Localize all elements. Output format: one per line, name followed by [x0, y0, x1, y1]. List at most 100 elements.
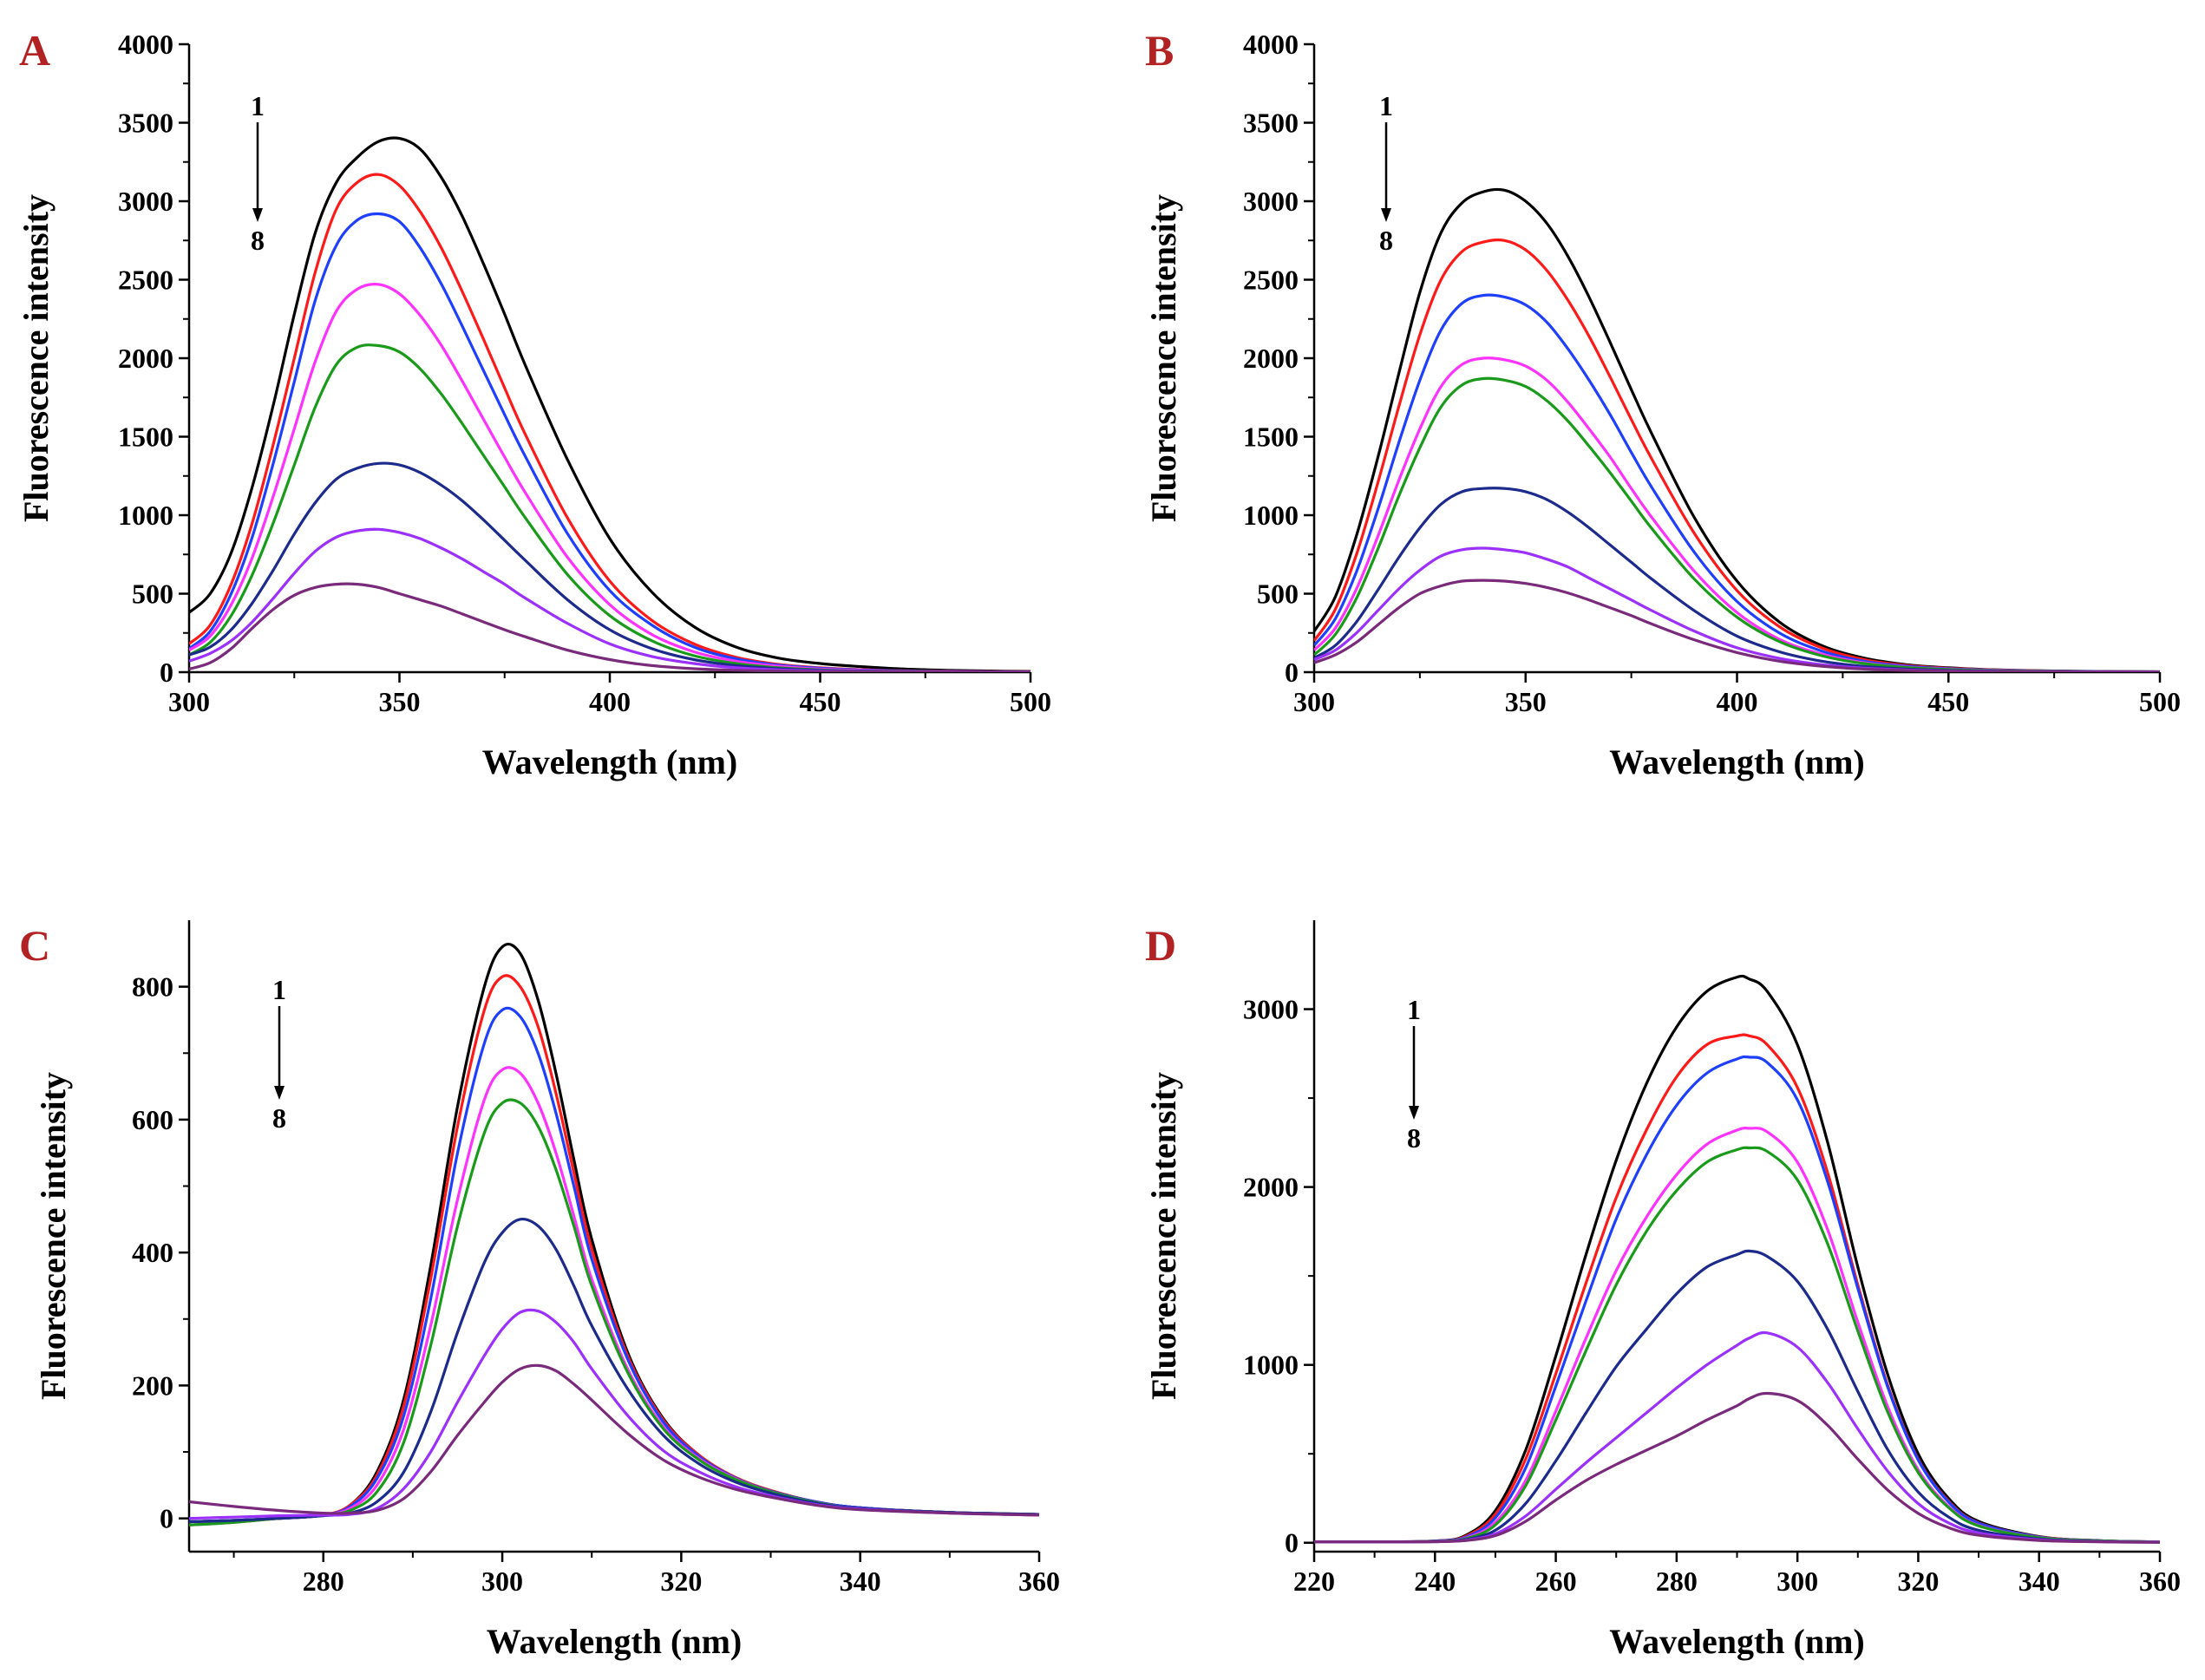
x-axis-label: Wavelength (nm) — [1609, 742, 1864, 781]
y-tick-label: 4000 — [118, 29, 173, 60]
y-tick-label: 3000 — [1243, 994, 1299, 1025]
series-line-1 — [1314, 974, 2160, 1544]
y-tick-label: 3500 — [118, 108, 173, 139]
x-axis-label: Wavelength (nm) — [482, 742, 737, 781]
y-axis-label: Fluorescence intensity — [16, 194, 56, 522]
series-line-7 — [1314, 1330, 2160, 1544]
x-tick-label: 340 — [840, 1566, 881, 1597]
panel-letter-b: B — [1145, 26, 1174, 75]
x-tick-label: 300 — [481, 1566, 523, 1597]
y-tick-label: 2500 — [1243, 265, 1299, 296]
series-order-annotation: 18 — [251, 90, 265, 256]
y-tick-label: 500 — [132, 579, 173, 610]
y-tick-label: 0 — [1285, 1527, 1299, 1559]
series-group — [1314, 187, 2160, 672]
y-tick-label: 1500 — [118, 422, 173, 453]
x-tick-label: 260 — [1535, 1566, 1577, 1597]
y-tick-label: 2000 — [118, 343, 173, 374]
chart-panel-c: C 280 300 320 340 360 0 200 400 600 800 Wavelength … — [19, 920, 1060, 1661]
series-line-8 — [189, 582, 1031, 672]
annotation-start-label: 1 — [272, 974, 286, 1005]
panel-letter-d: D — [1145, 921, 1176, 970]
y-tick-label: 1000 — [1243, 1350, 1299, 1381]
annotation-start-label: 1 — [1379, 90, 1393, 121]
annotation-start-label: 1 — [1407, 994, 1421, 1025]
series-line-2 — [189, 173, 1031, 672]
series-line-8 — [1314, 1391, 2160, 1544]
series-line-3 — [1314, 293, 2160, 672]
annotation-end-label: 8 — [1379, 225, 1393, 256]
y-axis-label: Fluorescence intensity — [1144, 194, 1183, 522]
y-tick-label: 0 — [160, 1503, 173, 1534]
series-group — [1314, 974, 2160, 1544]
series-group — [189, 136, 1031, 672]
annotation-end-label: 8 — [1407, 1122, 1421, 1154]
x-tick-label: 240 — [1414, 1566, 1456, 1597]
series-line-2 — [189, 974, 1039, 1524]
y-tick-label: 1000 — [1243, 500, 1299, 531]
y-tick-label: 3500 — [1243, 108, 1299, 139]
x-axis-label: Wavelength (nm) — [1609, 1622, 1864, 1661]
y-tick-label: 0 — [160, 657, 173, 688]
x-tick-label: 300 — [168, 686, 210, 717]
y-tick-label: 0 — [1285, 657, 1299, 688]
x-tick-label: 450 — [1927, 686, 1969, 717]
x-tick-label: 350 — [1505, 686, 1547, 717]
x-tick-label: 500 — [1010, 686, 1051, 717]
x-tick-label: 280 — [1656, 1566, 1698, 1597]
x-tick-label: 300 — [1776, 1566, 1818, 1597]
x-tick-label: 280 — [303, 1566, 344, 1597]
chart-panel-b: B 300 350 400 450 500 0 500 1000 1500 2000 2500 3000… — [1144, 26, 2181, 781]
y-tick-label: 4000 — [1243, 29, 1299, 60]
x-tick-label: 340 — [2019, 1566, 2060, 1597]
y-tick-label: 200 — [132, 1369, 173, 1401]
x-tick-label: 450 — [800, 686, 841, 717]
arrow-down-icon — [252, 208, 263, 222]
x-tick-label: 320 — [660, 1566, 702, 1597]
y-tick-label: 1000 — [118, 500, 173, 531]
x-axis-label: Wavelength (nm) — [487, 1622, 742, 1661]
x-tick-label: 500 — [2139, 686, 2181, 717]
series-order-annotation: 18 — [1407, 994, 1421, 1154]
arrow-down-icon — [274, 1086, 285, 1100]
series-line-3 — [189, 1006, 1039, 1524]
x-tick-label: 350 — [379, 686, 421, 717]
y-tick-label: 2000 — [1243, 343, 1299, 374]
series-order-annotation: 18 — [1379, 90, 1393, 256]
y-tick-label: 500 — [1257, 579, 1299, 610]
series-line-4 — [189, 283, 1031, 672]
series-order-annotation: 18 — [272, 974, 286, 1134]
series-line-1 — [1314, 187, 2160, 672]
series-line-2 — [1314, 1033, 2160, 1544]
y-tick-label: 600 — [132, 1104, 173, 1135]
x-tick-label: 400 — [1717, 686, 1758, 717]
y-tick-label: 3000 — [1243, 186, 1299, 217]
series-line-7 — [189, 527, 1031, 672]
series-line-6 — [1314, 1249, 2160, 1544]
series-line-1 — [189, 136, 1031, 672]
y-axis-label: Fluorescence intensity — [34, 1072, 73, 1400]
y-tick-label: 2500 — [118, 265, 173, 296]
x-tick-label: 360 — [1018, 1566, 1060, 1597]
series-line-2 — [1314, 238, 2160, 672]
x-tick-label: 220 — [1293, 1566, 1335, 1597]
series-line-6 — [189, 1217, 1039, 1524]
chart-panel-d: D 220 240 260 280 300 320 340 360 0 1000 2000 3000 Wa… — [1144, 920, 2181, 1661]
arrow-down-icon — [1409, 1106, 1419, 1120]
series-line-4 — [189, 1066, 1039, 1526]
series-line-5 — [189, 343, 1031, 672]
chart-panel-a: A 300 350 400 450 500 0 500 1000 1500 2000 2500 3000… — [16, 26, 1051, 781]
annotation-end-label: 8 — [251, 225, 265, 256]
series-line-6 — [189, 461, 1031, 672]
series-line-3 — [1314, 1055, 2160, 1544]
arrow-down-icon — [1381, 208, 1391, 222]
y-tick-label: 800 — [132, 971, 173, 1003]
panel-letter-c: C — [19, 921, 50, 970]
y-tick-label: 1500 — [1243, 422, 1299, 453]
annotation-end-label: 8 — [272, 1102, 286, 1134]
series-line-4 — [1314, 1127, 2160, 1544]
series-line-1 — [189, 943, 1039, 1524]
y-tick-label: 3000 — [118, 186, 173, 217]
y-tick-label: 400 — [132, 1237, 173, 1268]
